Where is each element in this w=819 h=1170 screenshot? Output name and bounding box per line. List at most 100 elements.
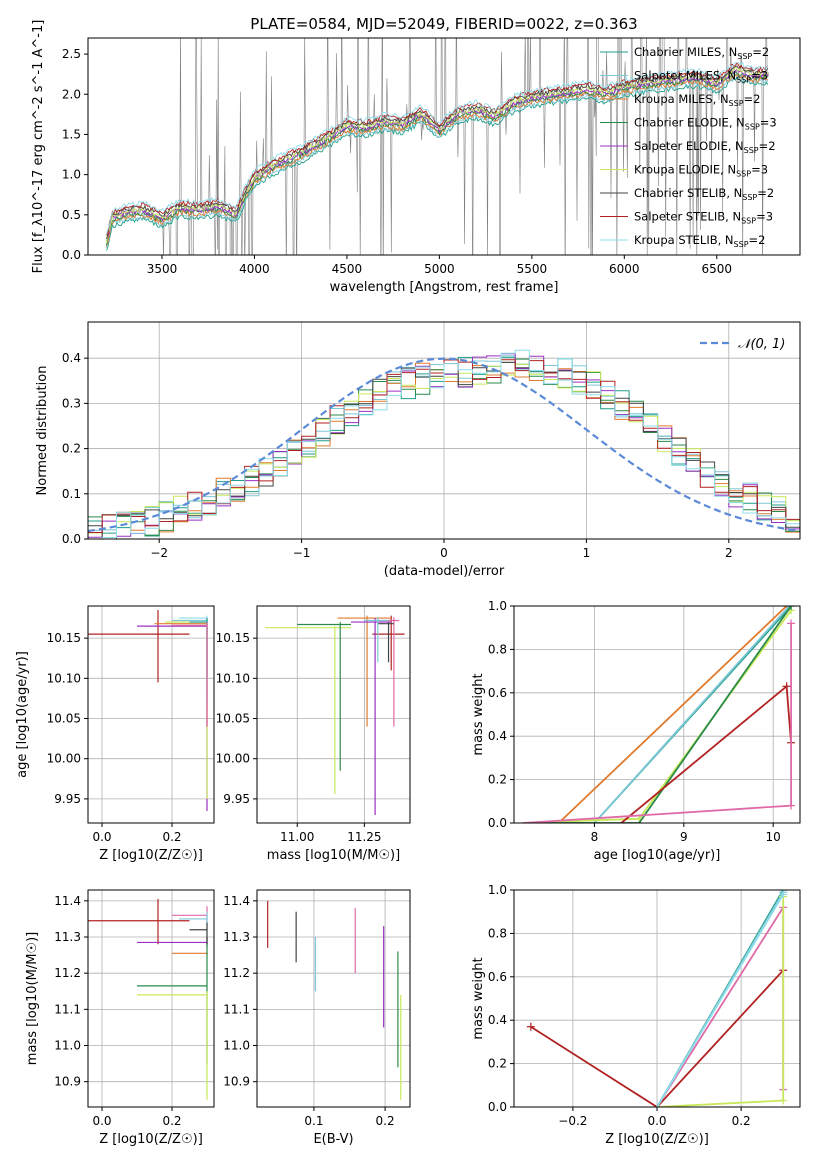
spectrum-panel: 3500 4000 4500 5000 5500 6000 6500 0.0 0.5 1.0 1.5… [31, 20, 801, 295]
y-axis-label: Normed distribution [35, 366, 50, 496]
axes-box [256, 889, 411, 1108]
y-tick-label: 10.00 [47, 752, 81, 766]
plus-marker [779, 1096, 788, 1105]
axes-box [87, 889, 215, 1108]
y-tick-label: 9.95 [54, 792, 81, 806]
x-tick-label: 6000 [609, 262, 640, 276]
y-tick-label: 0.1 [62, 487, 81, 501]
x-tick-label: 0.2 [732, 1114, 751, 1128]
x-tick-label: 4000 [239, 262, 270, 276]
grid [88, 890, 214, 1107]
axes-frame: 0.0 0.2 9.95 10.00 10.05 10.10 10.15 Z [log10(Z… [15, 605, 215, 863]
grid [257, 606, 410, 823]
x-tick-label: 0.1 [304, 1114, 323, 1128]
legend-label: Salpeter MILES, NSSP=3 [634, 69, 768, 85]
x-tick-label: 5000 [424, 262, 455, 276]
y-tick-label: 11.2 [54, 966, 81, 980]
y-tick-label: 1.0 [488, 599, 507, 613]
x-tick-label: 0.0 [92, 830, 111, 844]
y-tick-label: 10.10 [47, 671, 81, 685]
x-tick-label: 0 [440, 546, 448, 560]
plot-area [522, 606, 796, 823]
x-tick-label: 0.2 [162, 1114, 181, 1128]
y-tick-label: 0.2 [488, 1057, 507, 1071]
plot-area [88, 610, 208, 811]
y-axis-label: mass weight [471, 673, 486, 755]
residuals-legend: 𝒩(0, 1) [700, 337, 785, 352]
x-tick-label: −2 [150, 546, 168, 560]
grid [88, 322, 800, 540]
errorbar-point [154, 620, 208, 727]
plus-marker [526, 1022, 535, 1031]
y-tick-label: 0.0 [488, 816, 507, 830]
plot-area [88, 349, 800, 539]
y-tick-label: 1.0 [488, 883, 507, 897]
plot-area [526, 890, 788, 1107]
legend-label: Chabrier STELIB, NSSP=2 [634, 186, 774, 202]
plus-marker [787, 801, 796, 810]
plus-marker [779, 890, 788, 899]
axes-box [256, 605, 411, 824]
x-tick-label: 0.2 [376, 1114, 395, 1128]
errorbar-point [337, 615, 392, 727]
y-tick-label: 11.4 [223, 894, 250, 908]
residuals-panel: −2 −1 0 1 2 0.0 0.1 0.2 0.3 0.4 (data-model)/error… [35, 321, 801, 579]
y-tick-label: 9.95 [223, 792, 250, 806]
y-tick-label: 0.2 [488, 773, 507, 787]
y-tick-label: 0.6 [488, 686, 507, 700]
grid [88, 606, 214, 823]
x-tick-label: 6500 [702, 262, 733, 276]
x-tick-label: 5500 [517, 262, 548, 276]
figure-title: PLATE=0584, MJD=52049, FIBERID=0022, z=0… [250, 15, 637, 33]
legend-label: Kroupa MILES, NSSP=2 [634, 92, 760, 108]
y-tick-label: 11.3 [54, 930, 81, 944]
x-tick-label: 3500 [147, 262, 178, 276]
model-spectrum-line [106, 71, 768, 247]
y-tick-label: 1.5 [62, 127, 81, 141]
plus-marker [787, 619, 796, 628]
massweight-line [530, 969, 784, 1107]
axes-frame: 3500 4000 4500 5000 5500 6000 6500 0.0 0.5 1.0 1.5… [31, 20, 801, 295]
massweight-line [522, 606, 792, 823]
y-tick-label: 11.2 [223, 966, 250, 980]
x-axis-label: Z [log10(Z/Z☉)] [99, 1132, 203, 1147]
y-tick-label: 0.0 [62, 532, 81, 546]
grid [257, 890, 410, 1107]
model-spectrum-line [106, 73, 769, 247]
x-axis-label: E(B-V) [313, 1132, 353, 1147]
y-tick-label: 11.0 [54, 1039, 81, 1053]
y-tick-label: 10.15 [216, 631, 250, 645]
grid [514, 605, 800, 824]
y-tick-label: 0.2 [62, 442, 81, 456]
massweight-line [620, 684, 792, 823]
y-tick-label: 0.0 [62, 248, 81, 262]
x-tick-label: 4500 [332, 262, 363, 276]
x-tick-label: 0.0 [92, 1114, 111, 1128]
axes-box [87, 605, 215, 824]
x-tick-label: 0.2 [162, 830, 181, 844]
axes-frame: 0.1 0.2 10.9 11.0 11.1 11.2 11.3 11.4 E(B-V) [223, 889, 411, 1147]
plot-area [265, 615, 405, 815]
errorbar-point [137, 991, 208, 1100]
x-tick-label: −1 [293, 546, 311, 560]
axes-frame: −2 −1 0 1 2 0.0 0.1 0.2 0.3 0.4 (data-model)/error… [35, 321, 801, 579]
x-tick-label: 1 [583, 546, 591, 560]
massweight-line [656, 893, 784, 1107]
axes-frame: 0.0 0.2 10.9 11.0 11.1 11.2 11.3 11.4 Z [log10(Z… [25, 889, 215, 1147]
y-tick-label: 2.5 [62, 47, 81, 61]
mass-vs-ebv-panel: 0.1 0.2 10.9 11.0 11.1 11.2 11.3 11.4 E(B-V) [223, 889, 411, 1147]
legend-label: Salpeter STELIB, NSSP=3 [634, 210, 773, 226]
plus-marker [782, 682, 791, 691]
axes-box [87, 37, 801, 256]
y-tick-label: 0.8 [488, 926, 507, 940]
y-tick-label: 0.0 [488, 1100, 507, 1114]
errorbar-point [172, 951, 208, 956]
y-tick-label: 10.9 [223, 1075, 250, 1089]
y-tick-label: 11.4 [54, 894, 81, 908]
y-tick-label: 10.15 [47, 631, 81, 645]
x-tick-label: 10 [766, 830, 781, 844]
age-vs-z-panel: 0.0 0.2 9.95 10.00 10.05 10.10 10.15 Z [log10(Z… [15, 605, 215, 863]
x-axis-label: Z [log10(Z/Z☉)] [605, 1132, 709, 1147]
age-vs-mass-panel: 11.00 11.25 9.95 10.00 10.05 10.10 10.15 mass [… [216, 605, 411, 863]
